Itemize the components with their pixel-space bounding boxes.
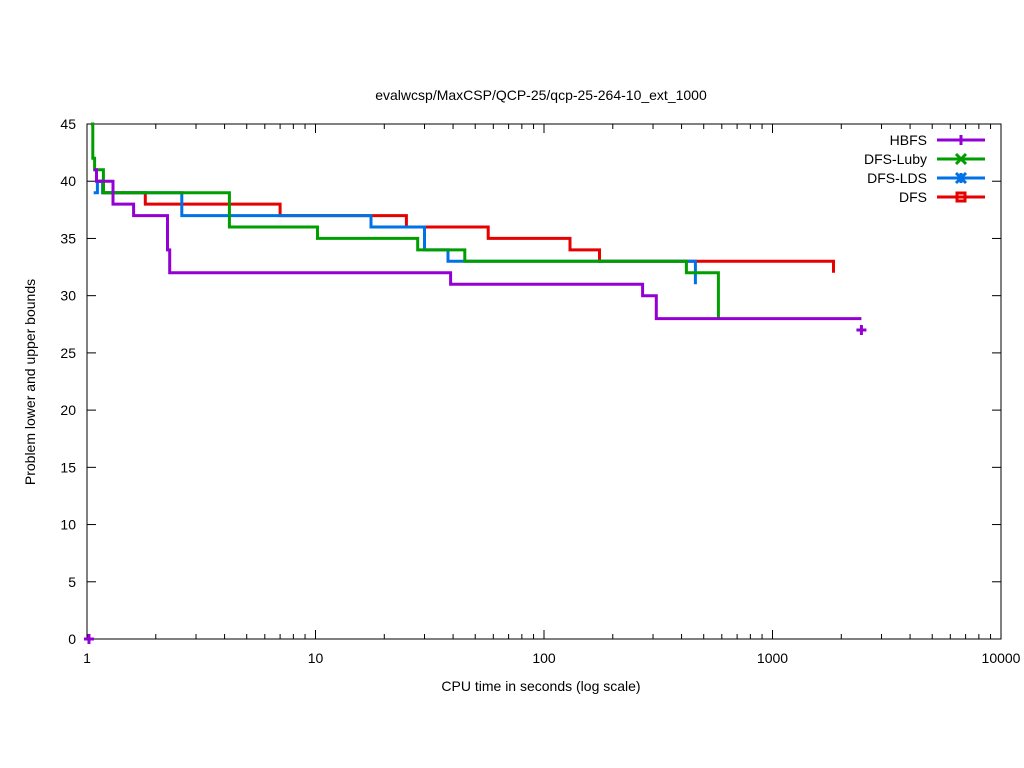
x-axis-label: CPU time in seconds (log scale)	[441, 678, 640, 694]
legend: HBFS DFS-Luby DFS-LDS DFS	[864, 132, 985, 205]
legend-label: DFS-Luby	[864, 151, 927, 167]
legend-item-hbfs: HBFS	[890, 132, 985, 148]
y-tick-label: 15	[60, 459, 76, 475]
y-tick-label: 30	[60, 288, 76, 304]
y-tick-label: 0	[68, 631, 76, 647]
x-tick-label: 10	[308, 650, 324, 666]
legend-marker-x-icon	[954, 152, 968, 166]
y-tick-label: 40	[60, 173, 76, 189]
y-tick-label: 35	[60, 230, 76, 246]
y-axis-label: Problem lower and upper bounds	[22, 279, 38, 485]
legend-item-dfs-luby: DFS-Luby	[864, 151, 985, 167]
x-tick-label: 100	[532, 650, 556, 666]
y-tick-label: 20	[60, 402, 76, 418]
y-tick-label: 5	[68, 574, 76, 590]
series-line-hbfs	[93, 168, 862, 321]
y-tick-label: 45	[60, 116, 76, 132]
y-tick-label: 25	[60, 345, 76, 361]
legend-label: HBFS	[890, 132, 927, 148]
legend-label: DFS	[899, 189, 927, 205]
plot-frame	[86, 123, 1002, 640]
x-tick-label: 10000	[982, 650, 1021, 666]
series-line-dfs-luby	[90, 122, 720, 319]
legend-marker-plus-icon	[956, 135, 966, 145]
lower-bound-point-hbfs	[83, 634, 94, 644]
legend-item-dfs: DFS	[899, 189, 985, 205]
y-axis: 0 5 10 15 20 25 30 35 40 45	[60, 116, 1001, 647]
lower-bound-point-hbfs	[856, 325, 867, 335]
legend-marker-star-icon	[954, 171, 968, 185]
series-line-dfs-lds	[93, 179, 697, 285]
legend-label: DFS-LDS	[867, 170, 927, 186]
x-tick-label: 1000	[757, 650, 788, 666]
x-axis: 1 10 100 1000 10000	[83, 124, 1021, 666]
y-tick-label: 10	[60, 517, 76, 533]
legend-marker-square-icon	[955, 191, 967, 203]
chart-title: evalwcsp/MaxCSP/QCP-25/qcp-25-264-10_ext…	[375, 87, 707, 103]
x-tick-label: 1	[83, 650, 91, 666]
series-layer	[83, 122, 867, 644]
legend-item-dfs-lds: DFS-LDS	[867, 170, 985, 186]
